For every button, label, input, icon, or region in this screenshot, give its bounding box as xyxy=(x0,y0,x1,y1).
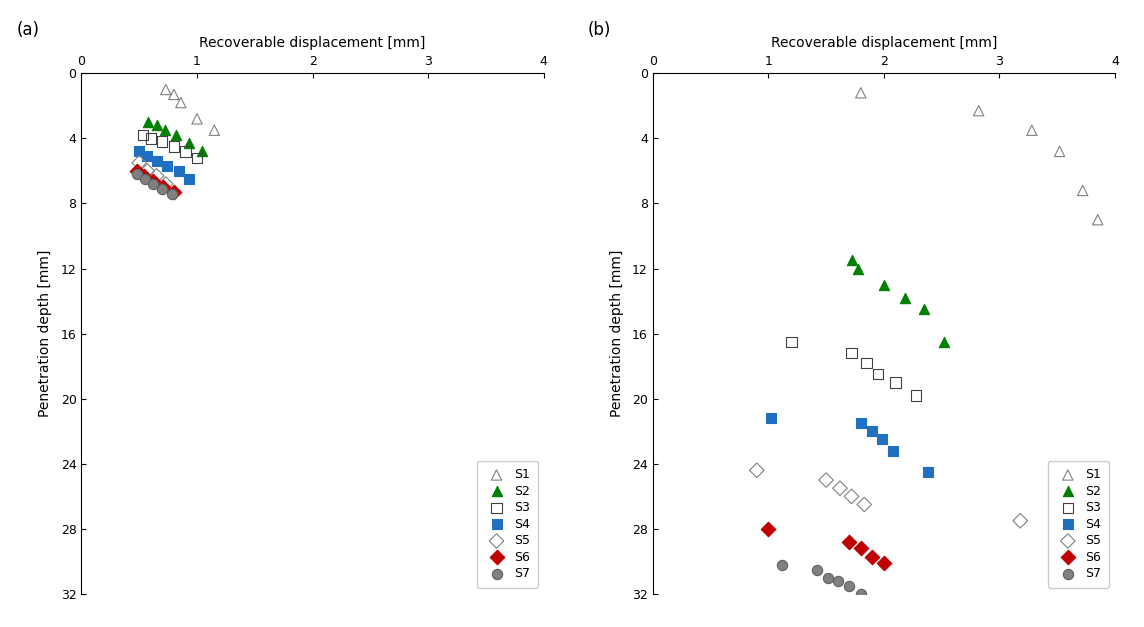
Text: (b): (b) xyxy=(588,21,611,40)
Point xyxy=(1089,214,1107,224)
Point xyxy=(180,138,198,148)
Point xyxy=(831,483,849,493)
Point xyxy=(851,589,869,599)
Point xyxy=(188,114,206,124)
Point xyxy=(875,280,893,290)
Point xyxy=(864,552,882,562)
Point xyxy=(144,179,162,189)
Point xyxy=(154,182,173,192)
Point xyxy=(840,581,858,591)
Point xyxy=(869,369,888,379)
Point xyxy=(817,475,835,485)
Point xyxy=(176,146,194,156)
Point xyxy=(165,142,183,152)
Point xyxy=(138,151,157,161)
Point xyxy=(165,187,183,197)
Point xyxy=(851,544,869,554)
Point xyxy=(884,446,903,456)
Point xyxy=(136,174,154,184)
Point xyxy=(167,130,185,140)
Point xyxy=(156,125,174,135)
Point xyxy=(1011,516,1030,526)
Point xyxy=(134,130,152,140)
Point xyxy=(128,166,146,176)
Point xyxy=(165,90,183,100)
Y-axis label: Penetration depth [mm]: Penetration depth [mm] xyxy=(610,250,623,418)
Point xyxy=(148,120,166,130)
Point xyxy=(162,189,181,199)
Legend: S1, S2, S3, S4, S5, S6, S7: S1, S2, S3, S4, S5, S6, S7 xyxy=(1048,461,1109,587)
Point xyxy=(144,176,162,186)
Point xyxy=(180,174,198,184)
Point xyxy=(773,560,792,570)
Point xyxy=(135,171,153,181)
Point xyxy=(153,184,172,194)
Point xyxy=(855,500,873,510)
Point xyxy=(828,576,847,586)
Point xyxy=(142,134,160,144)
Point xyxy=(138,166,157,176)
Point xyxy=(153,137,172,147)
Point xyxy=(840,537,858,547)
Point xyxy=(169,166,188,176)
Point xyxy=(864,426,882,436)
Point xyxy=(192,146,210,156)
Point xyxy=(842,255,860,265)
Point xyxy=(887,377,905,387)
Point xyxy=(747,465,765,475)
Point xyxy=(1050,146,1068,156)
Point xyxy=(919,467,937,477)
Point xyxy=(808,564,826,574)
Point xyxy=(857,358,875,368)
Point xyxy=(875,558,893,568)
Point xyxy=(140,117,158,127)
Point xyxy=(158,161,176,171)
X-axis label: Recoverable displacement [mm]: Recoverable displacement [mm] xyxy=(199,36,426,50)
Point xyxy=(849,263,867,273)
Point xyxy=(188,153,206,163)
Point xyxy=(760,524,778,534)
Point xyxy=(782,337,801,347)
Point xyxy=(851,88,869,98)
Point xyxy=(128,169,146,179)
Point xyxy=(762,413,780,423)
Point xyxy=(896,293,914,303)
Point xyxy=(842,348,860,358)
X-axis label: Recoverable displacement [mm]: Recoverable displacement [mm] xyxy=(771,36,998,50)
Point xyxy=(130,146,149,156)
Point xyxy=(915,304,934,314)
Point xyxy=(1073,186,1091,196)
Legend: S1, S2, S3, S4, S5, S6, S7: S1, S2, S3, S4, S5, S6, S7 xyxy=(477,461,538,587)
Point xyxy=(851,418,869,428)
Point xyxy=(157,85,175,95)
Point xyxy=(969,106,987,116)
Point xyxy=(157,179,175,189)
Point xyxy=(148,171,166,181)
Point xyxy=(907,391,925,401)
Y-axis label: Penetration depth [mm]: Penetration depth [mm] xyxy=(39,250,53,418)
Point xyxy=(148,156,166,166)
Point xyxy=(842,492,860,502)
Point xyxy=(1023,125,1041,135)
Point xyxy=(172,98,190,108)
Point xyxy=(935,337,953,347)
Point xyxy=(205,125,223,135)
Point xyxy=(130,158,149,168)
Text: (a): (a) xyxy=(17,21,40,40)
Point xyxy=(819,572,837,582)
Point xyxy=(873,435,891,445)
